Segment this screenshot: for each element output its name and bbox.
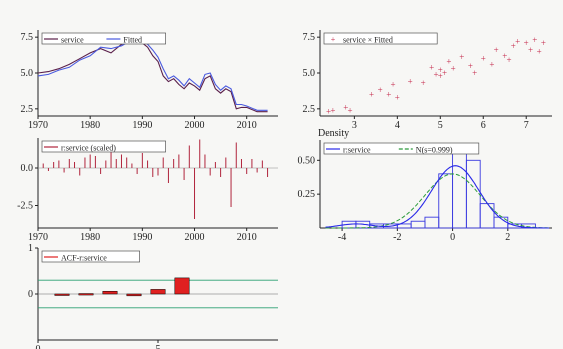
y-tick-label: 0 [28, 289, 33, 300]
scatter-point: + [502, 51, 507, 61]
y-tick-label: 7.5 [303, 32, 316, 43]
x-tick-label: 2 [505, 232, 510, 243]
scatter-point: + [395, 92, 400, 102]
acf-bar [126, 293, 142, 297]
legend-box [41, 250, 140, 263]
legend-box [323, 32, 438, 45]
x-tick-label: 2010 [237, 120, 257, 131]
legend-box [41, 32, 166, 45]
x-tick-label: 3 [352, 120, 357, 131]
x-tick-label: 1990 [132, 232, 152, 243]
scatter-point: + [438, 71, 443, 81]
legend-label: Fitted [123, 36, 142, 45]
panel-resid: 1970 1980 1990 2000 2010 0.0 -2.5 r:service (sc… [17, 138, 278, 243]
scatter-point: + [532, 35, 537, 45]
x-tick-label: 1990 [132, 120, 152, 131]
x-tick-label: 1980 [80, 232, 100, 243]
y-tick-label: 2.5 [303, 104, 316, 115]
x-tick-label: 0 [36, 344, 41, 349]
y-tick-label: 7.5 [21, 32, 34, 43]
x-tick-label: -2 [393, 232, 401, 243]
scatter-point: + [421, 78, 426, 88]
acf-bar [174, 277, 190, 295]
scatter-point: + [511, 41, 516, 51]
scatter-point: + [472, 68, 477, 78]
legend-label: r:service [343, 146, 371, 155]
legend-label: r:service (scaled) [61, 144, 116, 153]
x-tick-label: -4 [338, 232, 346, 243]
scatter-point: + [369, 90, 374, 100]
scatter-point: + [378, 85, 383, 95]
x-tick-label: 5 [156, 344, 161, 349]
x-tick-label: 0 [450, 232, 455, 243]
scatter-point: + [459, 52, 464, 62]
scatter-point: + [446, 57, 451, 67]
y-tick-label: 5.0 [303, 68, 316, 79]
y-tick-label: 0.50 [298, 155, 316, 166]
scatter-point: + [537, 47, 542, 57]
scatter-point: + [506, 55, 511, 65]
scatter-point: + [541, 38, 546, 48]
acf-bar [78, 293, 94, 296]
legend-label: service × Fitted [343, 36, 393, 45]
series-line-service [37, 40, 268, 113]
scatter-point: + [489, 59, 494, 69]
panel-acf: 0510ACF-r:service [28, 243, 278, 349]
panel-fit: 1970 1980 1990 2000 2010 2.5 5.0 7.5 service Fitt… [21, 30, 278, 131]
scatter-point: + [481, 54, 486, 64]
panel-hist: -4 -2 0 2 0.25 0.50 Density r:service N(s=0.999) [298, 128, 552, 243]
scatter-point: + [451, 64, 456, 74]
acf-bar [150, 289, 166, 295]
scatter-point: + [330, 105, 335, 115]
scatter-point: + [524, 38, 529, 48]
legend-label: N(s=0.999) [416, 146, 453, 155]
x-tick-label: 2000 [185, 120, 205, 131]
legend-marker: + [331, 35, 336, 44]
acf-bar [102, 290, 118, 295]
scatter-point: + [408, 77, 413, 87]
scatter-point: + [438, 65, 443, 75]
x-tick-label: 1970 [28, 232, 48, 243]
x-tick-label: 1970 [28, 120, 48, 131]
scatter-point: + [326, 107, 331, 117]
y-tick-label: 1 [28, 243, 33, 254]
scatter-point: + [429, 62, 434, 72]
legend-label: ACF-r:service [61, 254, 107, 263]
x-tick-label: 4 [395, 120, 400, 131]
x-tick-label: 1980 [80, 120, 100, 131]
scatter-point: + [515, 36, 520, 46]
scatter-point: + [442, 68, 447, 78]
y-tick-label: 0.25 [298, 189, 316, 200]
y-tick-label: 5.0 [21, 68, 34, 79]
acf-bar [54, 293, 70, 296]
x-tick-label: 6 [481, 120, 486, 131]
density-curve [325, 165, 550, 229]
legend-box [41, 140, 166, 153]
legend-label: service [61, 36, 84, 45]
scatter-point: + [348, 105, 353, 115]
x-tick-label: 5 [438, 120, 443, 131]
scatter-point: + [390, 79, 395, 89]
scatter-point: + [386, 90, 391, 100]
density-title: Density [318, 128, 349, 139]
histogram-bar [465, 159, 481, 229]
scatter-point: + [494, 45, 499, 55]
y-tick-label: 2.5 [21, 104, 34, 115]
y-tick-label: -2.5 [17, 201, 33, 212]
x-tick-label: 2000 [185, 232, 205, 243]
y-tick-label: 0.0 [21, 163, 34, 174]
panel-scatter: 3 4 5 6 72.55.07.5+ + + ++ + ++++ +++ ++ ++++++++++ +… [303, 30, 552, 131]
scatter-point: + [528, 45, 533, 55]
scatter-point: + [468, 61, 473, 71]
x-tick-label: 7 [524, 120, 529, 131]
scatter-point: + [433, 69, 438, 79]
scatter-point: + [343, 102, 348, 112]
x-tick-label: 2010 [237, 232, 257, 243]
series-line-fitted [37, 39, 268, 111]
